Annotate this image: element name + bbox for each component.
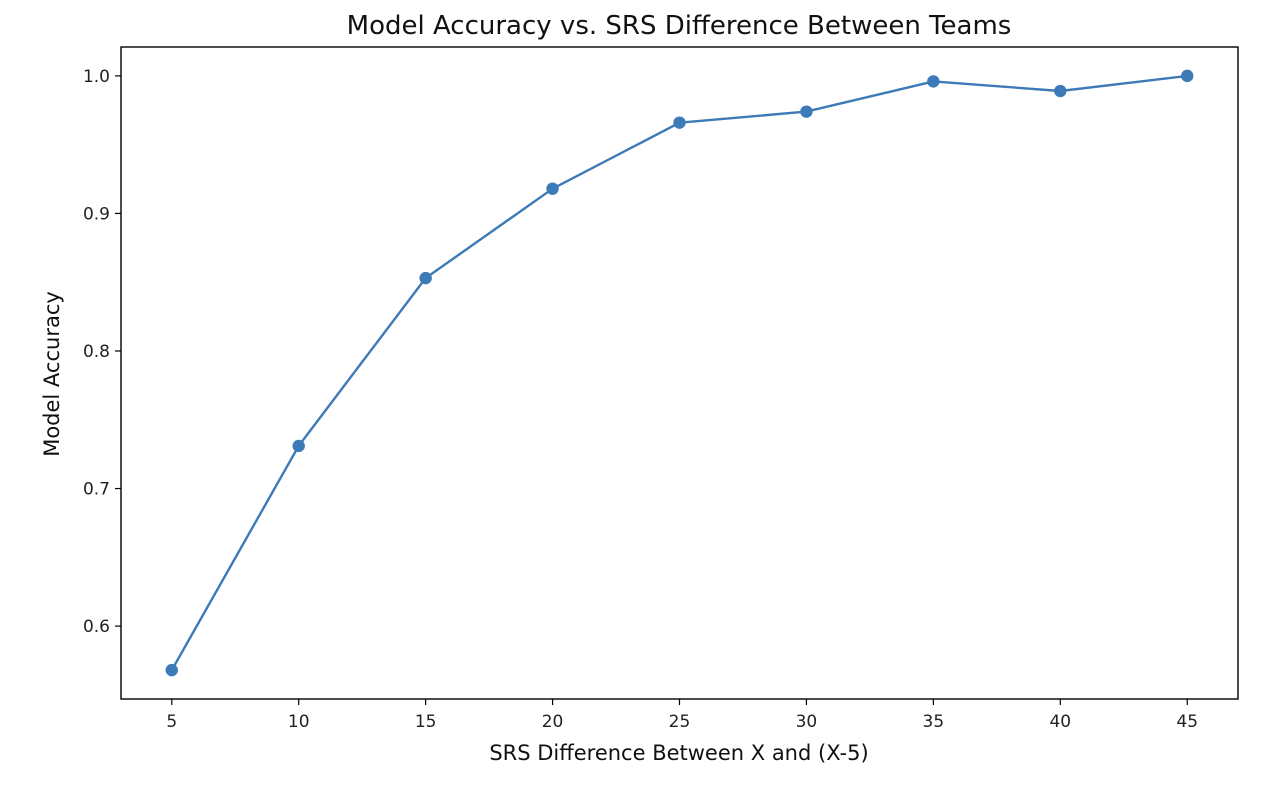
y-tick-label: 0.6 [83, 617, 110, 637]
y-tick-label: 0.9 [83, 204, 110, 224]
y-tick-label: 0.8 [83, 342, 110, 362]
data-point [927, 75, 940, 88]
data-point [165, 663, 178, 677]
x-axis: 5 10 15 20 25 30 35 40 45 [166, 699, 1198, 732]
x-tick-label: 30 [796, 712, 818, 732]
data-point [673, 116, 686, 129]
x-tick-label: 45 [1176, 712, 1198, 732]
x-tick-label: 35 [923, 712, 945, 732]
series-layer [165, 69, 1194, 677]
chart-title: Model Accuracy vs. SRS Difference Betwee… [347, 11, 1012, 41]
y-axis-label: Model Accuracy [40, 291, 64, 457]
x-tick-label: 10 [288, 712, 310, 732]
x-tick-label: 15 [415, 712, 437, 732]
x-tick-label: 40 [1049, 712, 1071, 732]
data-point [546, 182, 559, 195]
plot-area: 5 10 15 20 25 30 35 40 45 0.6 0.7 0.8 0.9 1.0 [83, 46, 1239, 732]
y-axis: 0.6 0.7 0.8 0.9 1.0 [83, 67, 121, 637]
data-point [1181, 69, 1194, 83]
plot-frame [120, 46, 1239, 700]
data-point [1054, 84, 1067, 98]
data-point [419, 271, 432, 285]
data-point [292, 439, 305, 453]
x-tick-label: 25 [669, 712, 691, 732]
x-tick-label: 5 [166, 712, 177, 732]
x-tick-label: 20 [542, 712, 564, 732]
data-point [800, 105, 813, 118]
y-tick-label: 1.0 [83, 67, 110, 87]
series-line [170, 74, 1189, 672]
y-tick-label: 0.7 [83, 480, 110, 500]
x-axis-label: SRS Difference Between X and (X-5) [489, 741, 868, 765]
